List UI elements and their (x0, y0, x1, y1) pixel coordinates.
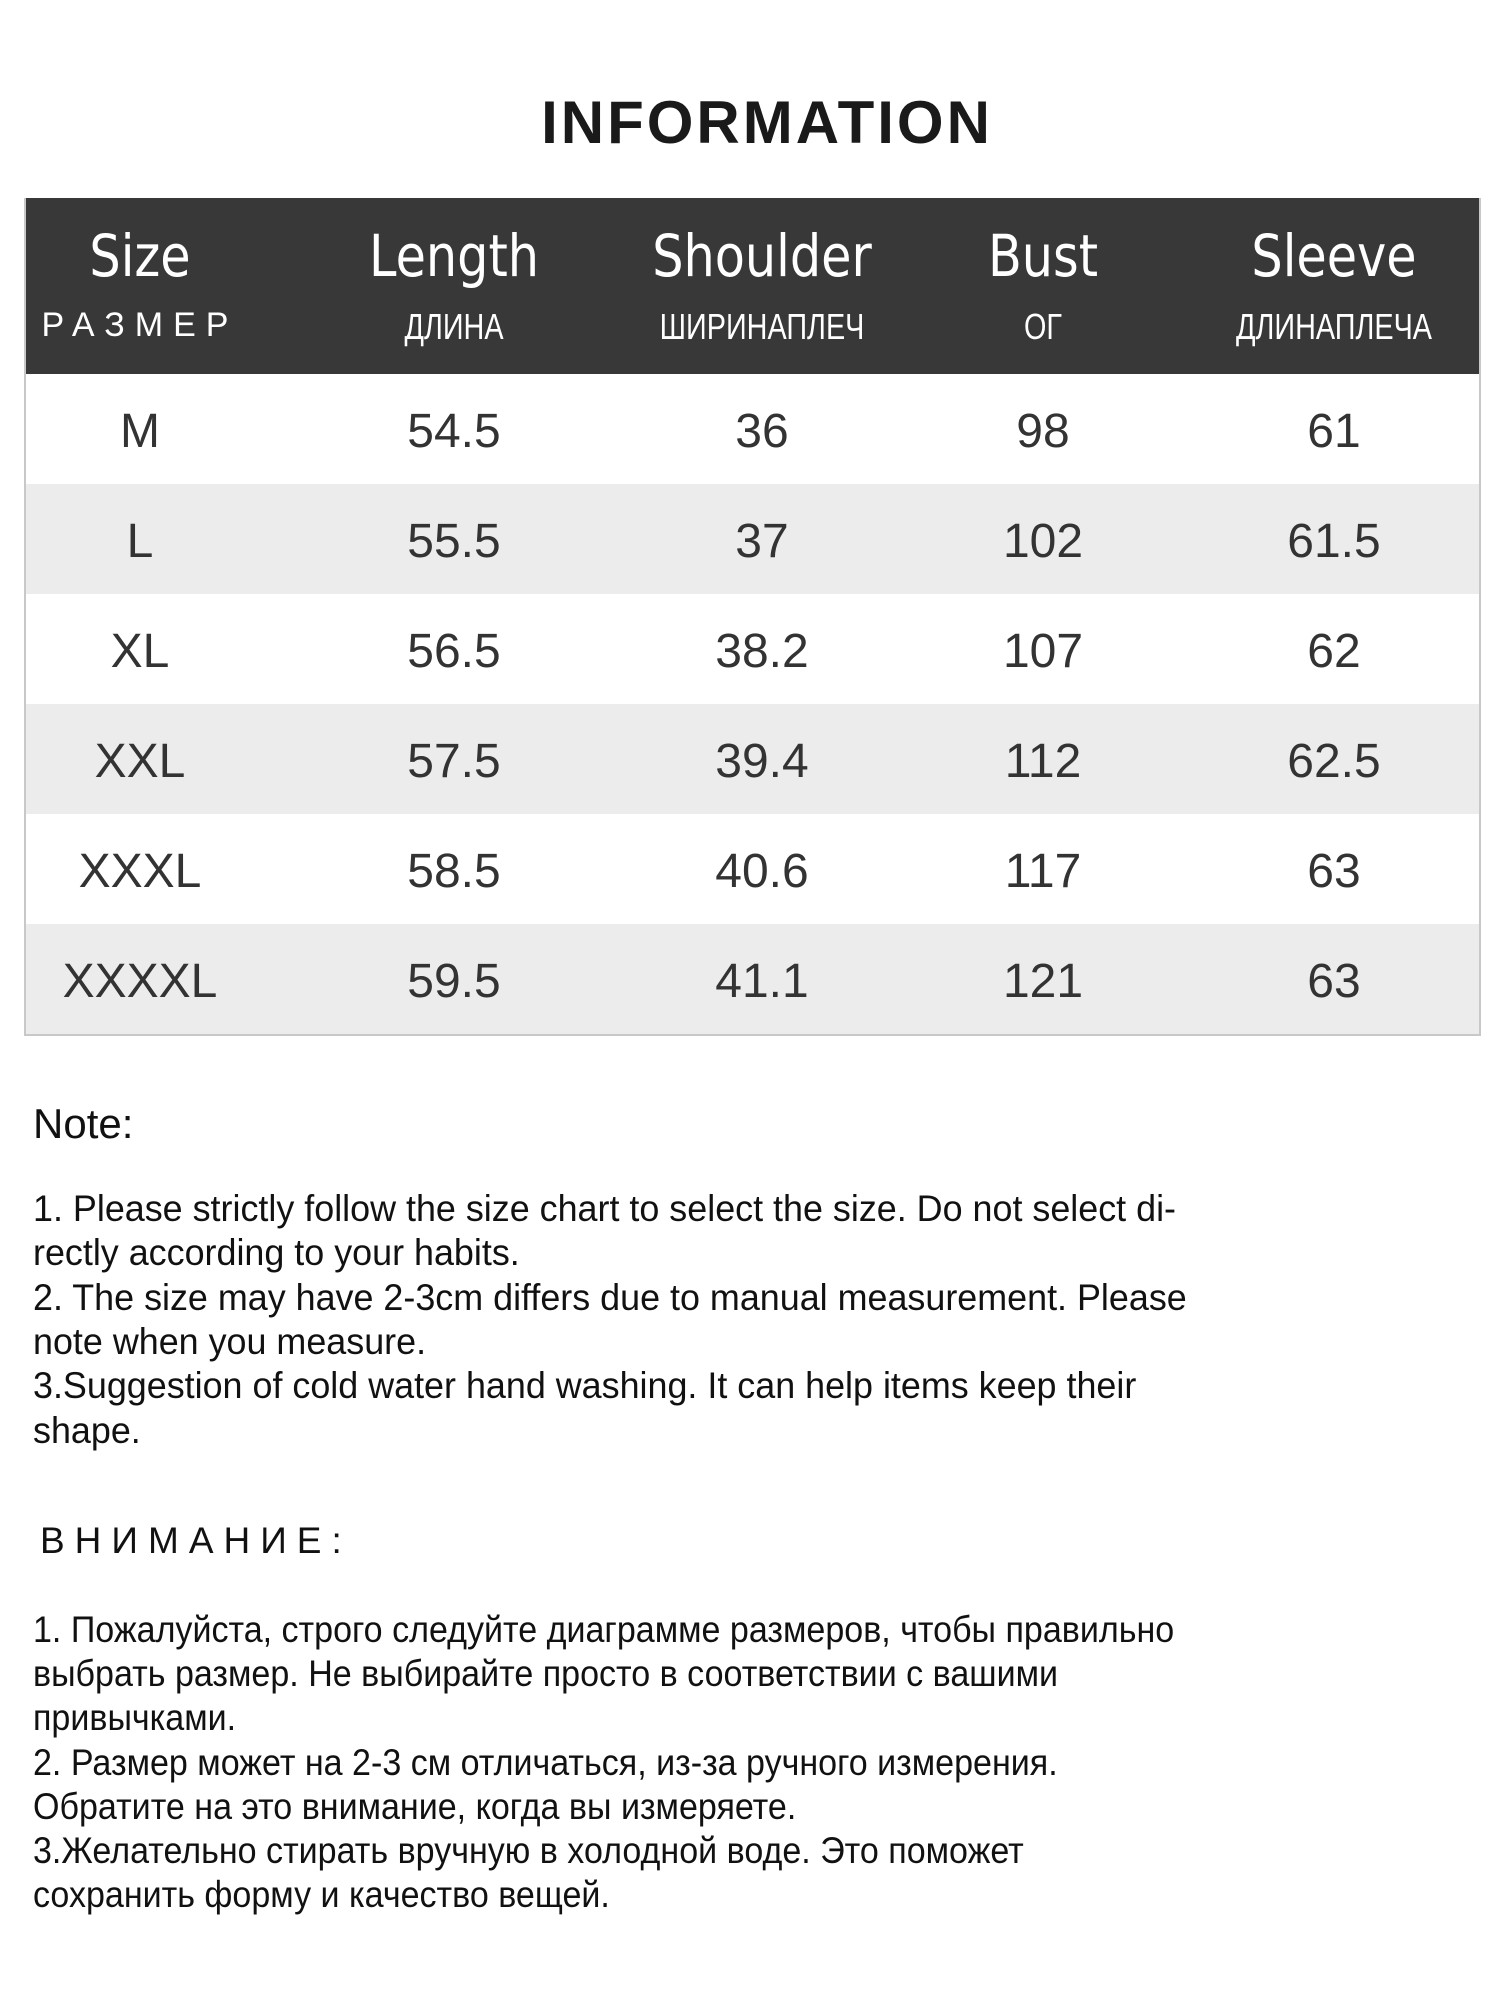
table-cell: 121 (1002, 955, 1084, 1008)
table-cell: 58.5 (407, 845, 501, 898)
note-line: 1. Please strictly follow the size chart… (33, 1188, 1177, 1229)
ru-note-line: привычками. (33, 1697, 237, 1739)
table-cell: 39.4 (715, 735, 809, 788)
table-row: XXL 57.5 39.4 112 62.5 (26, 704, 1479, 814)
header-en-1: Length (368, 222, 540, 290)
header-en-4: Sleeve (1251, 222, 1417, 290)
table-row: XXXXL 59.5 41.1 121 63 (26, 924, 1479, 1034)
table-body: M 54.5 36 98 61 L 55.5 37 102 61.5 XL 56.5 38.2 107 62… (26, 374, 1479, 1034)
header-ru-3: ОГ (1024, 306, 1062, 347)
table-cell: 36 (735, 405, 789, 458)
table-cell: 63 (1307, 845, 1361, 898)
ru-note-line: сохранить форму и качество вещей. (33, 1874, 610, 1916)
note-line: shape. (33, 1409, 141, 1451)
ru-note-line: 2. Размер может на 2-3 см отличаться, из… (33, 1741, 1058, 1783)
table-cell: 37 (735, 515, 789, 568)
header-en-0: Size (89, 222, 191, 290)
size-table: Size РАЗМЕР Length ДЛИНА Shoulder ШИРИНАПЛЕЧ B… (24, 198, 1481, 1036)
ru-note-line: 3.Желательно стирать вручную в холодной … (33, 1830, 1024, 1871)
table-cell: 61 (1307, 405, 1361, 458)
table-cell: 98 (1016, 405, 1070, 458)
table-row: L 55.5 37 102 61.5 (26, 484, 1479, 594)
table-cell: L (126, 515, 154, 568)
ru-note-line: Обратите на это внимание, когда вы измер… (33, 1785, 797, 1827)
note-line: 2. The size may have 2-3cm differs due t… (33, 1276, 1187, 1318)
table-cell: 40.6 (715, 845, 809, 898)
table-cell: 59.5 (407, 955, 501, 1008)
table-cell: XXXXL (62, 955, 218, 1008)
ru-note-line: выбрать размер. Не выбирайте просто в со… (33, 1653, 1059, 1695)
header-ru-2: ШИРИНАПЛЕЧ (659, 306, 865, 347)
header-ru-1: ДЛИНА (404, 306, 504, 347)
table-cell: 63 (1307, 955, 1361, 1008)
table-cell: 62.5 (1287, 735, 1381, 788)
note-line: 3.Suggestion of cold water hand washing.… (33, 1365, 1137, 1407)
table-cell: 107 (1002, 625, 1084, 678)
table-row: XXXL 58.5 40.6 117 63 (26, 814, 1479, 924)
table-header: Size РАЗМЕР Length ДЛИНА Shoulder ШИРИНАПЛЕЧ B… (26, 198, 1479, 374)
table-cell: 38.2 (715, 625, 809, 678)
table-cell: XXL (94, 735, 186, 788)
header-ru-4: ДЛИНАПЛЕЧА (1235, 306, 1432, 347)
table-cell: 61.5 (1287, 515, 1381, 568)
table-row: M 54.5 36 98 61 (26, 374, 1479, 484)
note-line: note when you measure. (33, 1320, 427, 1362)
table-cell: XXXL (78, 845, 202, 898)
header-en-3: Bust (987, 222, 1099, 290)
note-heading: Note: (33, 1100, 134, 1147)
table-cell: 117 (1004, 845, 1082, 898)
ru-note-line: 1. Пожалуйста, строго следуйте диаграмме… (33, 1609, 1175, 1650)
table-cell: 102 (1002, 515, 1084, 568)
page-title: INFORMATION (541, 89, 993, 156)
note-line: rectly according to your habits. (33, 1232, 520, 1274)
table-cell: 55.5 (407, 515, 501, 568)
table-cell: M (120, 405, 160, 458)
table-cell: 112 (1004, 735, 1082, 788)
header-en-2: Shoulder (652, 222, 872, 290)
header-ru-0: РАЗМЕР (41, 306, 239, 344)
table-row: XL 56.5 38.2 107 62 (26, 594, 1479, 704)
table-cell: 54.5 (407, 405, 501, 458)
table-cell: 41.1 (715, 955, 809, 1008)
table-cell: 62 (1307, 625, 1361, 678)
table-cell: 57.5 (407, 735, 501, 788)
table-cell: 56.5 (407, 625, 501, 678)
ru-note-heading: ВНИМАНИЕ: (40, 1520, 352, 1561)
table-cell: XL (110, 625, 170, 678)
